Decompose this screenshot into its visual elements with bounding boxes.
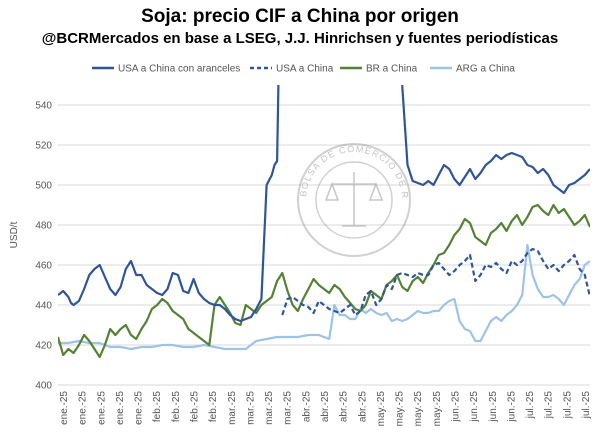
seal-outer-ring (297, 143, 411, 257)
y-tick-label: 520 (35, 141, 52, 152)
x-tick-label: feb.-25 (171, 391, 182, 423)
legend-label: BR a China (366, 64, 418, 75)
x-tick-label: jun.-25 (469, 391, 480, 423)
x-tick-label: jun.-25 (451, 391, 462, 423)
series-usa-con-aranceles-cont (401, 85, 590, 195)
x-tick-label: ene.-25 (78, 391, 89, 425)
y-tick-label: 460 (35, 261, 52, 272)
x-tick-label: may.-25 (432, 391, 443, 427)
y-axis-label: USD/t (9, 221, 20, 248)
scales-icon (324, 172, 384, 227)
y-tick-label: 500 (35, 181, 52, 192)
x-tick-label: feb.-25 (190, 391, 201, 423)
series-usa-a-china (281, 247, 590, 317)
x-tick-label: abr.-25 (301, 391, 312, 423)
legend: USA a China con aranceles USA a China BR a… (92, 64, 515, 75)
y-tick-label: 540 (35, 101, 52, 112)
y-tick-label: 480 (35, 221, 52, 232)
legend-label: USA a China (276, 64, 334, 75)
x-tick-label: abr.-25 (320, 391, 331, 423)
x-axis: ene.-25 ene.-25 ene.-25 ene.-25 ene.-25 feb.-… (59, 391, 592, 427)
x-tick-label: mar.-25 (245, 391, 256, 425)
legend-label: USA a China con aranceles (118, 64, 240, 75)
x-tick-label: may.-25 (376, 391, 387, 427)
x-tick-label: feb.-25 (208, 391, 219, 423)
y-axis: 400 420 440 460 480 500 520 540 (35, 101, 52, 392)
legend-label: ARG a China (456, 64, 515, 75)
series-usa-con-aranceles (58, 85, 280, 323)
x-tick-label: jun.-25 (488, 391, 499, 423)
x-tick-label: may.-25 (395, 391, 406, 427)
x-tick-label: feb.-25 (152, 391, 163, 423)
watermark-seal: BOLSA DE COMERCIO DE ROSARIO (0, 0, 411, 257)
chart-subtitle: @BCRMercados en base a LSEG, J.J. Hinric… (41, 30, 559, 47)
x-tick-label: mar.-25 (264, 391, 275, 425)
x-tick-label: jul.-25 (562, 391, 573, 420)
series-br-a-china (58, 203, 590, 359)
y-tick-label: 420 (35, 341, 52, 352)
x-tick-label: abr.-25 (357, 391, 368, 423)
x-tick-label: mar.-25 (283, 391, 294, 425)
x-tick-label: ene.-25 (134, 391, 145, 425)
chart-title: Soja: precio CIF a China por origen (141, 6, 459, 27)
x-tick-label: may.-25 (413, 391, 424, 427)
x-tick-label: jul.-25 (544, 391, 555, 420)
series-arg-a-china (58, 243, 590, 351)
y-tick-label: 400 (35, 381, 52, 392)
x-tick-label: ene.-25 (96, 391, 107, 425)
x-tick-label: jul.-25 (525, 391, 536, 420)
x-tick-label: abr.-25 (339, 391, 350, 423)
seal-text: BOLSA DE COMERCIO DE ROSARIO (0, 0, 410, 200)
x-tick-label: mar.-25 (227, 391, 238, 425)
x-tick-label: ene.-25 (115, 391, 126, 425)
y-tick-label: 440 (35, 301, 52, 312)
x-tick-label: jun.-25 (506, 391, 517, 423)
series-group (58, 85, 590, 359)
seal-inner-ring (315, 161, 393, 239)
x-tick-label: ene.-25 (59, 391, 70, 425)
grid-lines (58, 104, 590, 386)
x-tick-label: jul.-25 (581, 391, 592, 420)
